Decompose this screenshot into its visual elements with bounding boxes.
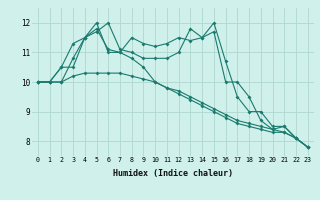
X-axis label: Humidex (Indice chaleur): Humidex (Indice chaleur) [113, 169, 233, 178]
